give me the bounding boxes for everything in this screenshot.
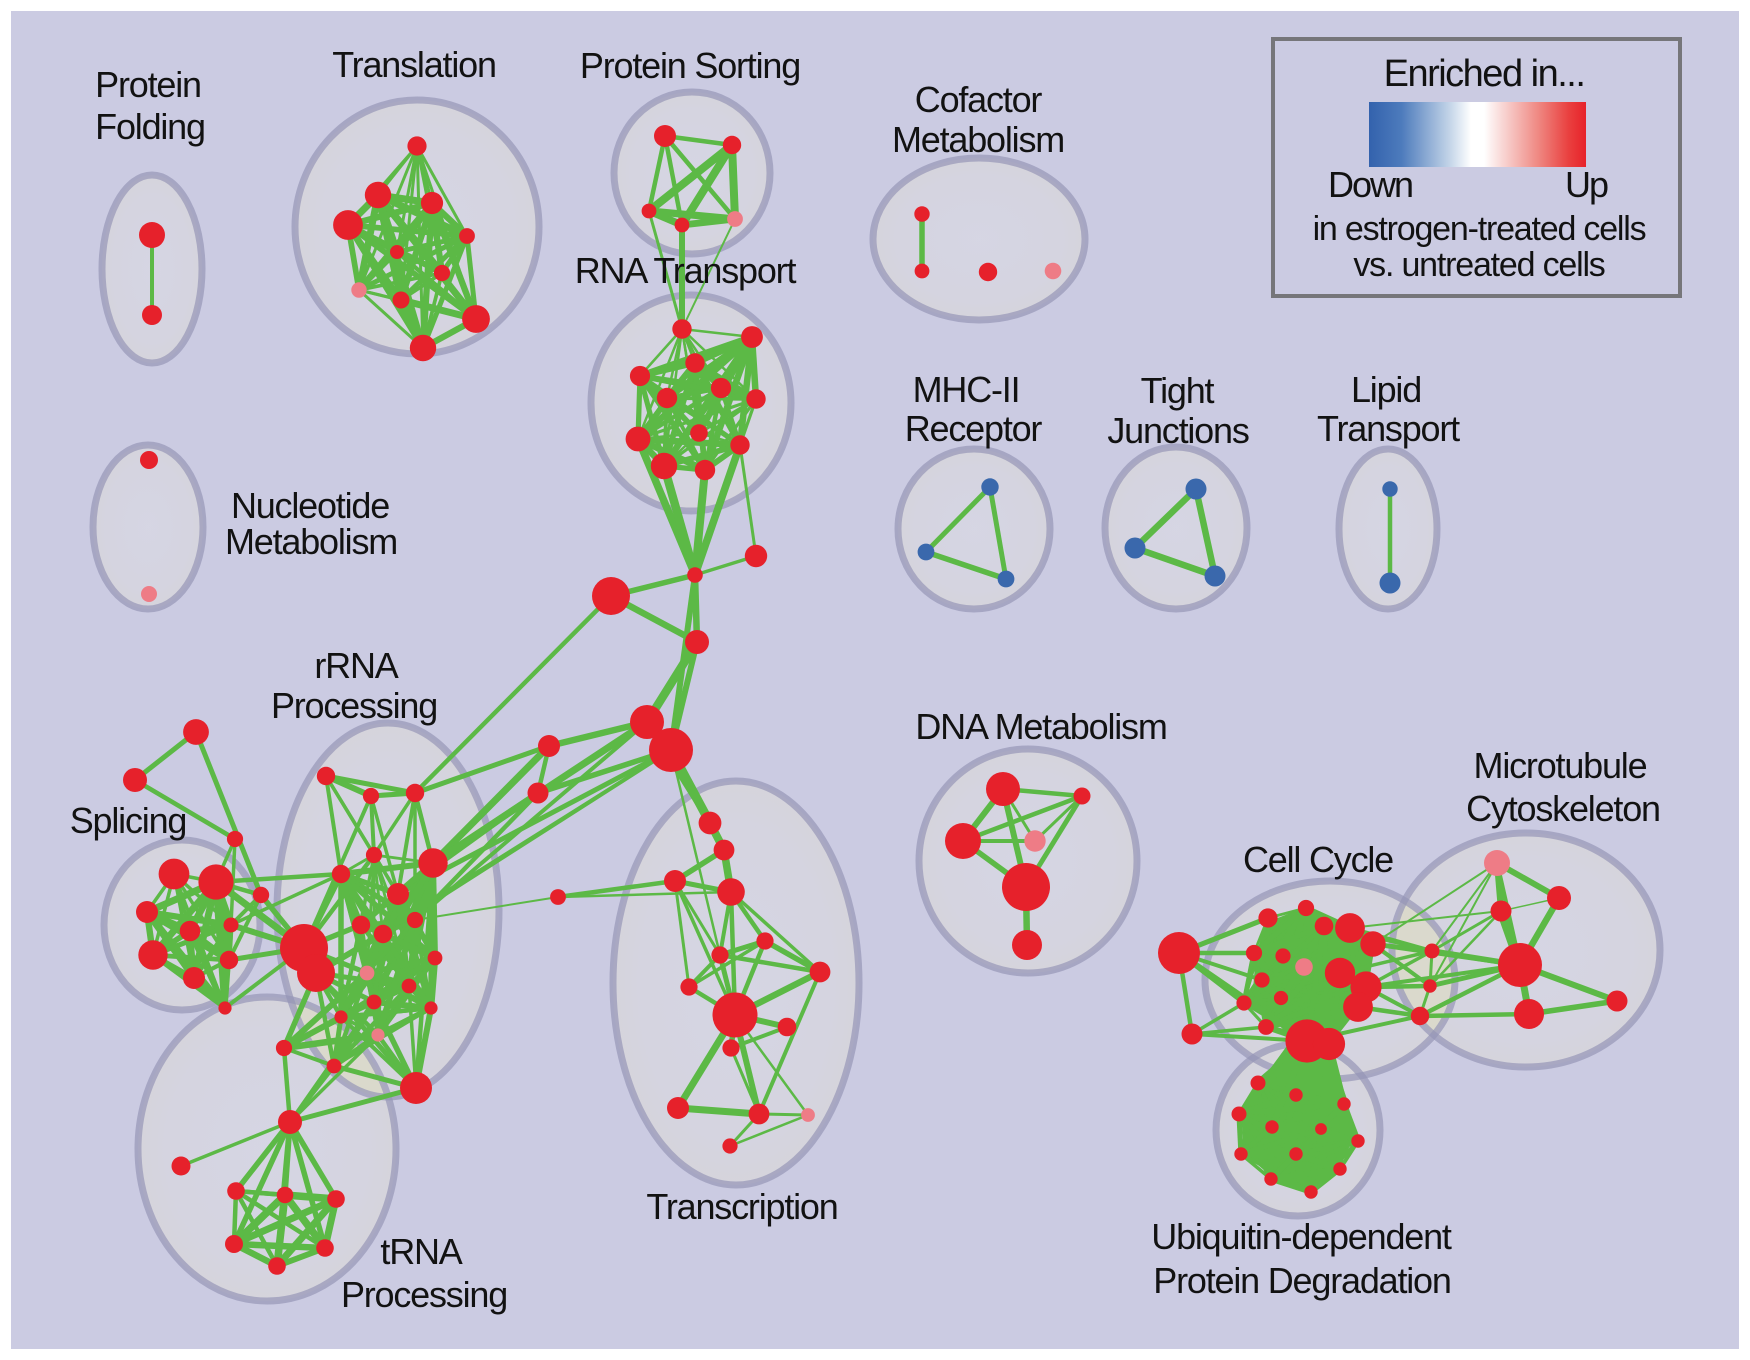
svg-text:Ubiquitin-dependent: Ubiquitin-dependent <box>1151 1216 1452 1257</box>
svg-text:Lipid: Lipid <box>1351 369 1421 410</box>
svg-text:Transport: Transport <box>1317 408 1460 449</box>
svg-text:Cytoskeleton: Cytoskeleton <box>1466 788 1660 829</box>
svg-text:Cell Cycle: Cell Cycle <box>1243 839 1393 880</box>
svg-text:Tight: Tight <box>1141 370 1215 411</box>
svg-text:Folding: Folding <box>95 106 205 147</box>
svg-text:Metabolism: Metabolism <box>225 521 397 562</box>
svg-text:Protein Sorting: Protein Sorting <box>580 45 800 86</box>
svg-text:Processing: Processing <box>271 685 437 726</box>
svg-text:Enriched in...: Enriched in... <box>1384 53 1585 95</box>
svg-text:Metabolism: Metabolism <box>892 119 1064 160</box>
svg-text:Splicing: Splicing <box>70 800 186 841</box>
svg-text:rRNA: rRNA <box>314 645 398 686</box>
svg-text:Translation: Translation <box>332 44 496 85</box>
svg-text:in estrogen-treated cells: in estrogen-treated cells <box>1313 210 1646 248</box>
svg-text:Microtubule: Microtubule <box>1474 745 1647 786</box>
svg-text:Protein Degradation: Protein Degradation <box>1153 1260 1450 1301</box>
svg-text:vs. untreated cells: vs. untreated cells <box>1353 246 1604 284</box>
svg-text:Down: Down <box>1328 164 1412 205</box>
svg-text:Receptor: Receptor <box>905 408 1043 449</box>
svg-text:MHC-II: MHC-II <box>913 369 1020 410</box>
svg-text:Protein: Protein <box>95 64 201 105</box>
svg-text:DNA Metabolism: DNA Metabolism <box>915 706 1166 747</box>
svg-text:Junctions: Junctions <box>1107 410 1248 451</box>
svg-text:Nucleotide: Nucleotide <box>231 485 389 526</box>
svg-text:tRNA: tRNA <box>380 1231 462 1272</box>
svg-text:Transcription: Transcription <box>646 1186 837 1227</box>
svg-text:RNA Transport: RNA Transport <box>575 250 797 291</box>
svg-text:Up: Up <box>1565 164 1608 205</box>
svg-text:Cofactor: Cofactor <box>915 79 1043 120</box>
svg-text:Processing: Processing <box>341 1274 507 1315</box>
